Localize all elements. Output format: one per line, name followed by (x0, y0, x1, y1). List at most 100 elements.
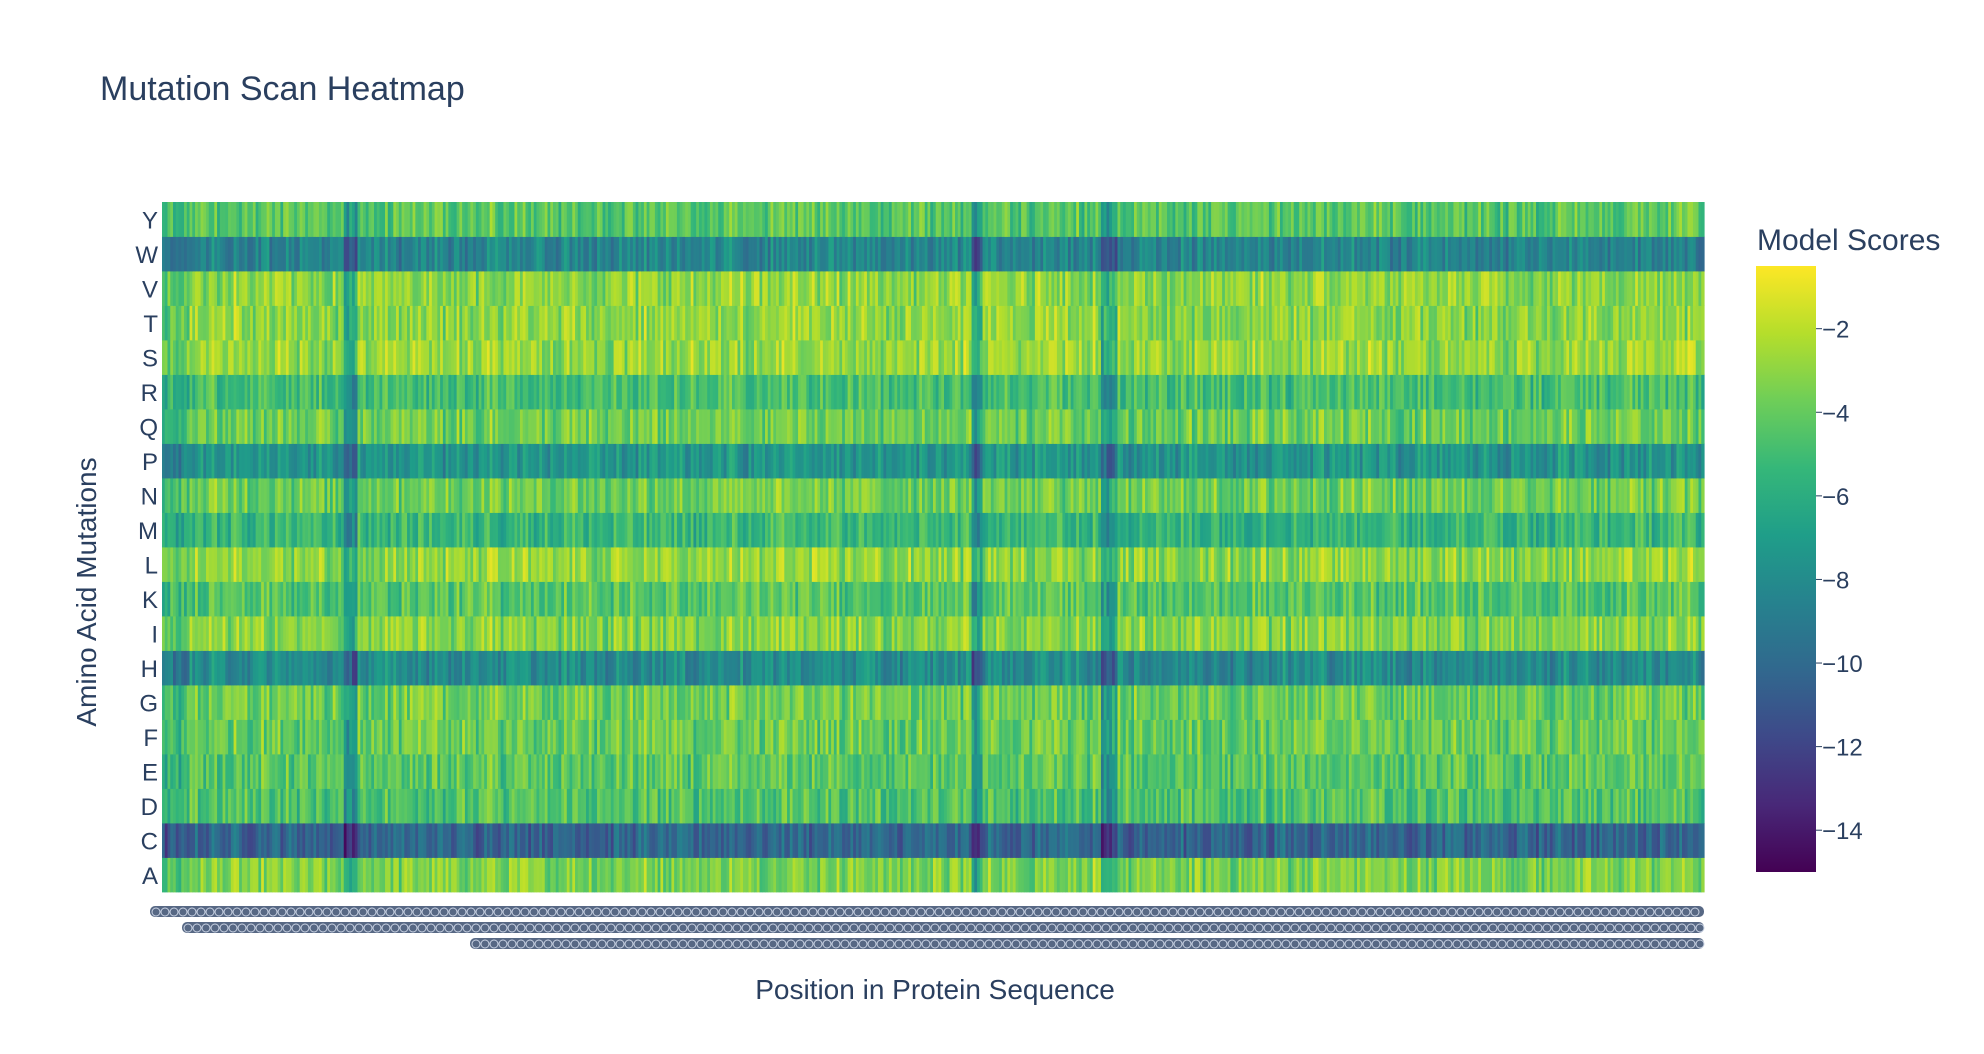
heatmap-cell (1390, 788, 1394, 824)
heatmap-cell (707, 823, 711, 858)
heatmap-cell (1032, 650, 1036, 686)
heatmap-cell (283, 719, 287, 755)
heatmap-cell (1329, 581, 1333, 617)
heatmap-cell (371, 581, 375, 617)
heatmap-cell (277, 823, 281, 858)
heatmap-cell (352, 857, 356, 893)
heatmap-cell (280, 754, 284, 789)
heatmap-cell (1114, 788, 1119, 824)
heatmap-cell (539, 823, 543, 858)
heatmap-cell (335, 616, 339, 651)
heatmap-cell (1183, 685, 1187, 720)
heatmap-cell (1147, 857, 1152, 893)
heatmap-cell (283, 754, 287, 789)
heatmap-cell (1048, 581, 1052, 617)
heatmap-cell (200, 685, 204, 720)
heatmap-cell (1191, 650, 1196, 686)
heatmap-cell (905, 788, 909, 824)
heatmap-cell (396, 581, 400, 617)
heatmap-cell (712, 857, 717, 893)
heatmap-cell (1194, 788, 1198, 824)
heatmap-cell (1249, 650, 1254, 686)
heatmap-cell (1582, 719, 1587, 755)
heatmap-cell (189, 650, 193, 686)
heatmap-cell (426, 719, 430, 755)
heatmap-cell (539, 616, 543, 651)
heatmap-cell (977, 581, 981, 617)
heatmap-cell (186, 685, 191, 720)
heatmap-cell (1117, 581, 1121, 617)
heatmap-cell (1230, 581, 1234, 617)
heatmap-cell (1387, 719, 1391, 755)
heatmap-cell (1659, 754, 1664, 789)
heatmap-cell (470, 754, 474, 789)
heatmap-cell (1337, 857, 1342, 893)
heatmap-cell (1423, 685, 1427, 720)
heatmap-cell (698, 616, 703, 651)
heatmap-cell (1290, 685, 1295, 720)
heatmap-cell (1681, 857, 1686, 893)
heatmap-cell (1651, 754, 1656, 789)
heatmap-cell (1447, 685, 1452, 720)
heatmap-cell (1194, 685, 1198, 720)
heatmap-cell (508, 823, 513, 858)
heatmap-cell (696, 581, 700, 617)
heatmap-cell (1500, 685, 1504, 720)
heatmap-cell (1436, 857, 1441, 893)
heatmap-cell (572, 857, 576, 893)
heatmap-cell (974, 719, 978, 755)
heatmap-cell (478, 788, 483, 824)
heatmap-cell (1202, 616, 1207, 651)
heatmap-cell (891, 581, 896, 617)
heatmap-cell (1511, 857, 1515, 893)
heatmap-cell (1494, 719, 1499, 755)
heatmap-cell (1216, 788, 1220, 824)
heatmap-cell (1500, 857, 1504, 893)
heatmap-cell (1120, 685, 1124, 720)
heatmap-cell (1062, 650, 1066, 686)
heatmap-cell (401, 857, 405, 893)
heatmap-cell (1329, 685, 1333, 720)
heatmap-cell (1257, 719, 1262, 755)
heatmap-cell (1266, 754, 1270, 789)
heatmap-cell (1547, 719, 1551, 755)
heatmap-cell (905, 857, 909, 893)
heatmap-cell (324, 685, 328, 720)
heatmap-cell (1208, 685, 1212, 720)
heatmap-cell (1624, 685, 1628, 720)
heatmap-cell (1673, 857, 1678, 893)
heatmap-cell (200, 616, 204, 651)
heatmap-cell (1409, 616, 1413, 651)
heatmap-cell (217, 788, 221, 824)
heatmap-cell (470, 650, 474, 686)
heatmap-cell (751, 650, 755, 686)
heatmap-cell (269, 754, 273, 789)
heatmap-cell (806, 754, 810, 789)
heatmap-cell (985, 857, 989, 893)
heatmap-cell (489, 754, 494, 789)
heatmap-cell (1519, 650, 1523, 686)
heatmap-cell (1197, 650, 1201, 686)
heatmap-cell (1018, 685, 1022, 720)
heatmap-cell (1467, 788, 1471, 824)
heatmap-plot-area[interactable] (162, 202, 1705, 893)
heatmap-cell (1621, 823, 1625, 858)
heatmap-cell (1227, 719, 1231, 755)
heatmap-cell (1200, 616, 1204, 651)
heatmap-cell (1483, 685, 1488, 720)
heatmap-cell (189, 754, 193, 789)
heatmap-cell (1092, 616, 1097, 651)
heatmap-cell (1483, 857, 1488, 893)
heatmap-cell (420, 685, 425, 720)
heatmap-cell (506, 685, 510, 720)
heatmap-cell (1106, 754, 1110, 789)
heatmap-cell (1001, 754, 1006, 789)
heatmap-cell (1304, 719, 1309, 755)
heatmap-cell (649, 823, 653, 858)
heatmap-cell (676, 650, 681, 686)
heatmap-cell (1301, 685, 1306, 720)
heatmap-cell (1403, 754, 1408, 789)
heatmap-cell (338, 719, 342, 755)
heatmap-cell (291, 616, 295, 651)
heatmap-cell (1467, 650, 1471, 686)
